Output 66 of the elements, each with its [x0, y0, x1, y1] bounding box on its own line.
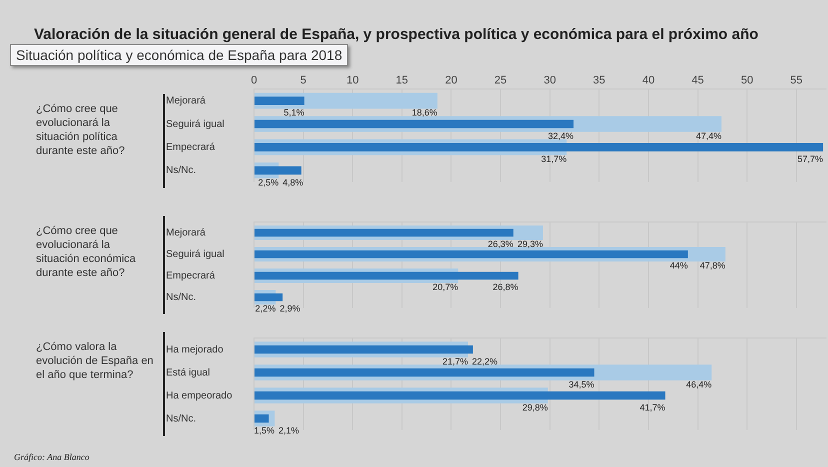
y-tick-label: Ns/Nc.: [166, 292, 196, 303]
y-tick-label: Ns/Nc.: [166, 413, 196, 424]
data-label: 44%: [670, 260, 688, 271]
y-tick-label: Seguirá igual: [166, 249, 224, 260]
bar: [254, 166, 302, 175]
bar: [254, 250, 688, 258]
x-tick-label: 20: [445, 74, 458, 87]
x-tick-label: 55: [790, 74, 803, 87]
data-label: 41,7%: [640, 402, 666, 412]
bar: [254, 414, 269, 423]
bar: [254, 96, 304, 105]
chart-subtitle: Situación política y económica de España para 2018: [10, 44, 348, 66]
y-tick-label: Ns/Nc.: [166, 165, 196, 176]
data-label: 2,2%: [255, 304, 276, 314]
data-label: 31,7%: [541, 154, 567, 164]
bar: [254, 143, 824, 152]
bar: [254, 120, 574, 128]
data-label: 20,7%: [432, 282, 458, 292]
x-tick-label: 35: [593, 74, 606, 87]
bar: [254, 293, 283, 302]
data-label: 47,4%: [696, 130, 722, 141]
data-label: 29,3%: [517, 239, 543, 250]
bar: [254, 228, 514, 237]
y-tick-label: Empecrará: [166, 270, 216, 282]
y-tick-label: Empecrará: [166, 142, 216, 153]
data-label: 2,5%: [258, 177, 279, 188]
y-axis-title: ¿Cómo cree que evolucionará la situación económica durante este año?: [36, 224, 137, 280]
y-axis-title: ¿Cómo cree que evolucionará la situación política durante este año?: [36, 102, 126, 158]
data-label: 46,4%: [686, 379, 712, 390]
x-tick-label: 40: [642, 74, 655, 87]
bar: [254, 345, 473, 354]
chart-title: Valoración de la situación general de España, y prospectiva política y económica para el próximo año: [34, 26, 758, 43]
data-label: 18,6%: [412, 108, 438, 118]
y-axis-title: ¿Cómo valora la evolución de España en el año que termina?: [36, 340, 154, 382]
x-tick-label: 15: [396, 74, 408, 87]
y-tick-label: Seguirá igual: [166, 118, 224, 130]
bar: [254, 391, 666, 400]
y-tick-label: Mejorará: [166, 96, 206, 107]
bar: [254, 368, 594, 377]
bar: [254, 272, 518, 280]
data-label: 1,5%: [254, 425, 275, 436]
data-label: 5,1%: [284, 108, 304, 118]
data-label: 32,4%: [548, 130, 574, 141]
data-label: 4,8%: [282, 177, 304, 188]
data-label: 57,7%: [798, 154, 824, 164]
y-tick-label: Mejorará: [166, 228, 206, 238]
y-tick-label: Ha mejorado: [166, 344, 224, 356]
x-tick-label: 50: [740, 74, 754, 87]
text: Gráfico: Ana Blanco: [14, 452, 90, 462]
x-tick-label: 0: [250, 74, 258, 87]
data-label: 34,5%: [568, 379, 594, 390]
data-label: 2,9%: [280, 304, 300, 314]
x-tick-label: 45: [692, 74, 704, 87]
x-tick-label: 25: [494, 74, 507, 87]
y-tick-label: Ha empeorado: [166, 390, 233, 402]
x-tick-label: 30: [544, 74, 556, 87]
data-label: 29,8%: [522, 402, 548, 412]
data-label: 2,1%: [278, 425, 300, 436]
data-label: 26,8%: [492, 282, 518, 292]
data-label: 26,3%: [488, 239, 514, 250]
x-tick-label: 5: [300, 74, 306, 87]
x-tick-label: 10: [346, 74, 359, 87]
data-label: 21,7%: [442, 356, 468, 366]
data-label: 22,2%: [472, 356, 498, 366]
y-tick-label: Está igual: [166, 367, 210, 378]
data-label: 47,8%: [700, 260, 726, 271]
